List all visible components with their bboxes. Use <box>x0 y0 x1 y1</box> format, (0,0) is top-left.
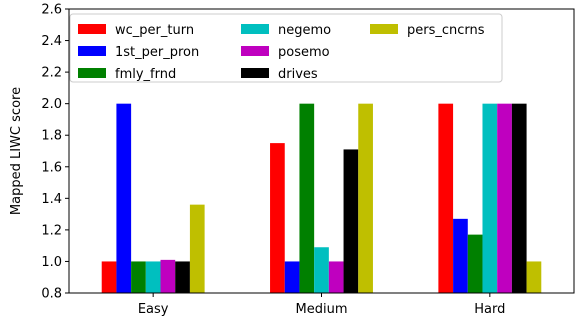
bar-posemo-easy <box>160 259 176 293</box>
legend-swatch-fmly_frnd <box>78 68 106 78</box>
x-tick-label: Easy <box>138 302 169 317</box>
y-tick-label: 2.6 <box>41 3 62 18</box>
bar-pers_cncrns-medium <box>358 103 373 294</box>
y-tick-label: 0.8 <box>41 287 62 302</box>
legend-label-wc_per_turn: wc_per_turn <box>115 23 194 38</box>
bar-pers_cncrns-easy <box>189 204 205 293</box>
legend-swatch-1st_per_pron <box>78 46 106 56</box>
bar-1st_per_pron-hard <box>453 218 468 293</box>
legend-swatch-wc_per_turn <box>78 24 106 34</box>
legend-label-1st_per_pron: 1st_per_pron <box>115 45 199 60</box>
bar-wc_per_turn-medium <box>270 143 285 293</box>
bar-1st_per_pron-easy <box>116 103 132 294</box>
legend-label-drives: drives <box>278 67 318 82</box>
bar-pers_cncrns-hard <box>526 261 542 293</box>
bar-drives-easy <box>175 261 190 293</box>
legend-swatch-negemo <box>241 24 269 34</box>
y-tick-label: 2.4 <box>41 34 62 49</box>
legend-swatch-pers_cncrns <box>370 24 398 34</box>
bar-drives-hard <box>511 103 527 294</box>
y-tick-label: 1.8 <box>41 129 62 144</box>
legend: wc_per_turn 1st_per_pron fmly_frnd negemo po… <box>69 13 503 83</box>
bar-negemo-easy <box>145 261 161 293</box>
bar-negemo-medium <box>314 247 329 293</box>
bar-posemo-medium <box>328 261 344 293</box>
bar-drives-medium <box>343 149 359 293</box>
x-tick-label: Medium <box>296 302 348 317</box>
bars-layer <box>101 103 542 294</box>
bar-negemo-hard <box>482 103 498 294</box>
x-axis: Easy Medium Hard <box>138 293 505 317</box>
bar-fmly_frnd-hard <box>467 234 483 293</box>
x-tick-label: Hard <box>474 302 505 317</box>
legend-label-posemo: posemo <box>278 45 330 60</box>
y-tick-label: 2.0 <box>41 97 62 112</box>
y-tick-label: 1.0 <box>41 255 62 270</box>
legend-swatch-drives <box>241 68 269 78</box>
legend-label-negemo: negemo <box>278 23 331 38</box>
bar-posemo-hard <box>497 103 512 294</box>
y-tick-label: 1.6 <box>41 160 62 175</box>
y-tick-label: 1.4 <box>41 192 62 207</box>
legend-label-fmly_frnd: fmly_frnd <box>115 67 176 82</box>
legend-label-pers_cncrns: pers_cncrns <box>407 23 485 38</box>
y-axis: 0.8 1.0 1.2 1.4 1.6 1.8 2.0 2.2 2.4 2.6 <box>41 3 69 302</box>
bar-fmly_frnd-easy <box>131 261 146 293</box>
y-axis-label: Mapped LIWC score <box>9 87 24 215</box>
bar-wc_per_turn-hard <box>438 103 454 294</box>
bar-fmly_frnd-medium <box>299 103 315 294</box>
y-tick-label: 1.2 <box>41 223 62 238</box>
y-tick-label: 2.2 <box>41 66 62 81</box>
bar-1st_per_pron-medium <box>284 261 300 293</box>
bar-wc_per_turn-easy <box>101 261 117 293</box>
legend-swatch-posemo <box>241 46 269 56</box>
